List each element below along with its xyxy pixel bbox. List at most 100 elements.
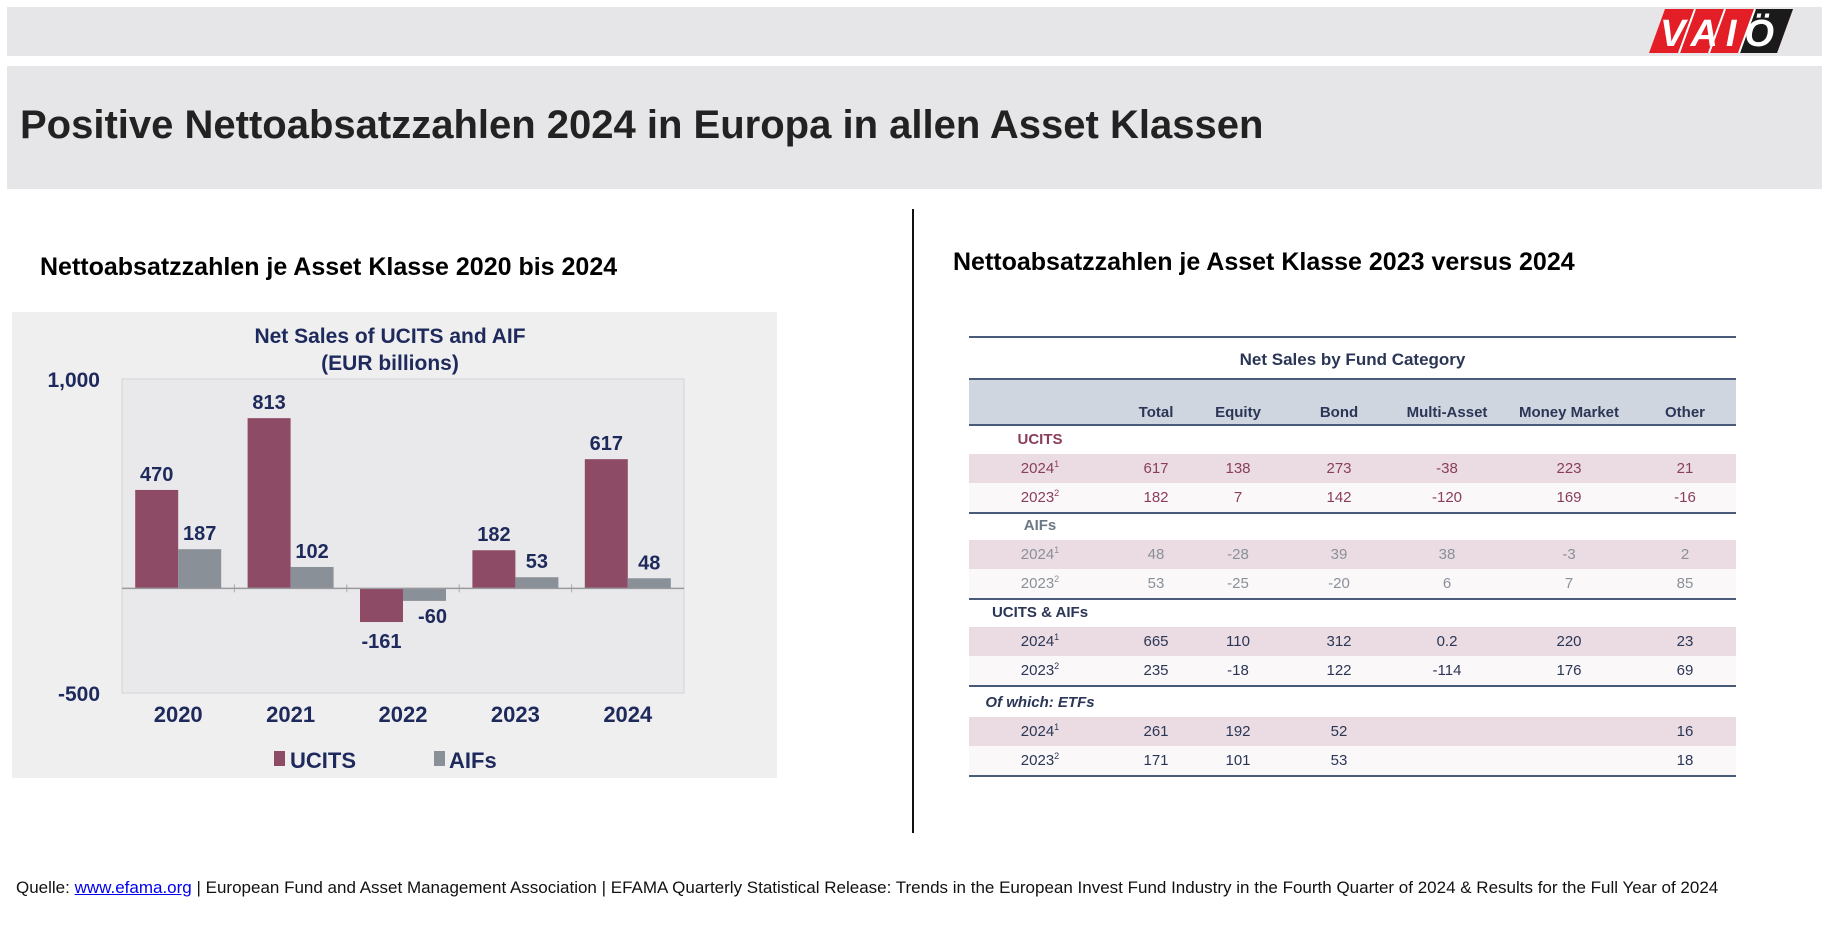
- chart-title: Net Sales of UCITS and AIF: [254, 325, 525, 348]
- data-label: 617: [590, 433, 623, 455]
- table-cell: 261: [1143, 723, 1169, 740]
- table-cell: 176: [1556, 662, 1582, 679]
- group-label: Of which: ETFs: [985, 694, 1095, 711]
- column-header: Equity: [1215, 404, 1261, 421]
- bar-aifs: [515, 577, 559, 589]
- table-cell: 38: [1438, 546, 1456, 563]
- data-label: 102: [295, 541, 328, 563]
- table-row: [969, 746, 1736, 775]
- vaio-logo: VAIÖ: [1649, 8, 1793, 55]
- table-cell: 0.2: [1436, 633, 1458, 650]
- table-cell: 7: [1564, 575, 1574, 592]
- table-row: [969, 454, 1736, 483]
- row-year: 20232: [1021, 574, 1059, 592]
- legend-label-aifs: AIFs: [449, 748, 497, 773]
- x-tick-label: 2021: [266, 702, 315, 727]
- year-text: 2024: [1020, 633, 1055, 650]
- footer-prefix: Quelle:: [16, 878, 75, 897]
- row-year: 20241: [1021, 722, 1059, 740]
- top-bar: [7, 7, 1822, 56]
- y-tick-label: 1,000: [47, 369, 100, 392]
- table-cell: -38: [1436, 460, 1458, 477]
- table-cell: 2: [1680, 546, 1690, 563]
- bar-ucits: [584, 459, 628, 589]
- x-tick-label: 2023: [491, 702, 540, 727]
- table-cell: -3: [1562, 546, 1576, 563]
- data-label: -60: [418, 606, 447, 628]
- table-cell: 665: [1143, 633, 1169, 650]
- bar-ucits: [360, 588, 403, 623]
- x-tick-label: 2020: [154, 702, 203, 727]
- table-cell: 16: [1676, 723, 1694, 740]
- efama-link[interactable]: www.efama.org: [74, 878, 192, 897]
- table-cell: 53: [1330, 752, 1348, 769]
- legend-label-ucits: UCITS: [290, 748, 356, 773]
- row-year: 20232: [1021, 661, 1059, 679]
- year-text: 2023: [1020, 489, 1055, 506]
- table-cell: 6: [1442, 575, 1452, 592]
- row-year: 20232: [1021, 488, 1059, 506]
- table-cell: -28: [1227, 546, 1249, 563]
- data-label: 48: [638, 552, 660, 574]
- table-cell: -18: [1227, 662, 1249, 679]
- bar-ucits: [472, 550, 516, 589]
- column-header: Bond: [1319, 404, 1359, 421]
- column-header: Other: [1664, 404, 1706, 421]
- table-rule: [969, 775, 1736, 777]
- table-cell: -20: [1328, 575, 1350, 592]
- footnote-marker: 1: [1054, 459, 1060, 469]
- table-top-rule: [969, 336, 1736, 338]
- table-rule: [969, 685, 1736, 687]
- table-cell: 48: [1147, 546, 1165, 563]
- table-cell: 235: [1143, 662, 1169, 679]
- bar-aifs: [627, 578, 671, 589]
- svg-text:VAIÖ: VAIÖ: [1660, 12, 1782, 55]
- data-label: 53: [526, 551, 548, 573]
- data-label: 182: [477, 524, 510, 546]
- table-cell: 21: [1676, 460, 1694, 477]
- year-text: 2024: [1020, 460, 1055, 477]
- group-label: AIFs: [1023, 517, 1057, 534]
- x-tick-label: 2024: [603, 702, 653, 727]
- chart-subtitle: (EUR billions): [321, 352, 459, 375]
- table-cell: 171: [1143, 752, 1169, 769]
- table-cell: 138: [1225, 460, 1251, 477]
- source-footer: Quelle: www.efama.org | European Fund an…: [16, 876, 1776, 900]
- table-cell: 39: [1330, 546, 1348, 563]
- table-cell: 23: [1676, 633, 1694, 650]
- data-label: 187: [183, 523, 216, 545]
- column-header: Total: [1138, 404, 1174, 421]
- year-text: 2024: [1020, 546, 1055, 563]
- table-row: [969, 717, 1736, 746]
- group-label: UCITS: [1017, 431, 1063, 448]
- legend-swatch-aifs: [434, 751, 445, 766]
- year-text: 2023: [1020, 662, 1055, 679]
- table-cell: 53: [1147, 575, 1165, 592]
- row-year: 20232: [1021, 751, 1059, 769]
- bar-aifs: [178, 549, 222, 589]
- data-label: 470: [140, 464, 173, 486]
- column-header: Multi-Asset: [1406, 404, 1488, 421]
- table-cell: 52: [1330, 723, 1348, 740]
- year-text: 2023: [1020, 575, 1055, 592]
- table-caption: Net Sales by Fund Category: [1239, 350, 1466, 369]
- table-row: [969, 540, 1736, 569]
- footnote-marker: 2: [1054, 574, 1060, 584]
- footnote-marker: 2: [1054, 488, 1060, 498]
- table-rule: [969, 512, 1736, 514]
- bar-ucits: [135, 489, 179, 589]
- column-divider: [912, 209, 914, 833]
- row-year: 20241: [1021, 459, 1059, 477]
- table-cell: 273: [1326, 460, 1352, 477]
- table-cell: 142: [1326, 489, 1352, 506]
- table-cell: 182: [1143, 489, 1169, 506]
- table-rule: [969, 424, 1736, 426]
- table-cell: 7: [1233, 489, 1243, 506]
- table-row: [969, 569, 1736, 598]
- table-cell: 122: [1326, 662, 1352, 679]
- x-tick-label: 2022: [379, 702, 428, 727]
- table-cell: 223: [1556, 460, 1582, 477]
- page-title: Positive Nettoabsatzzahlen 2024 in Europ…: [20, 103, 1264, 147]
- footer-text: | European Fund and Asset Management Ass…: [191, 878, 1719, 897]
- table-cell: 169: [1556, 489, 1582, 506]
